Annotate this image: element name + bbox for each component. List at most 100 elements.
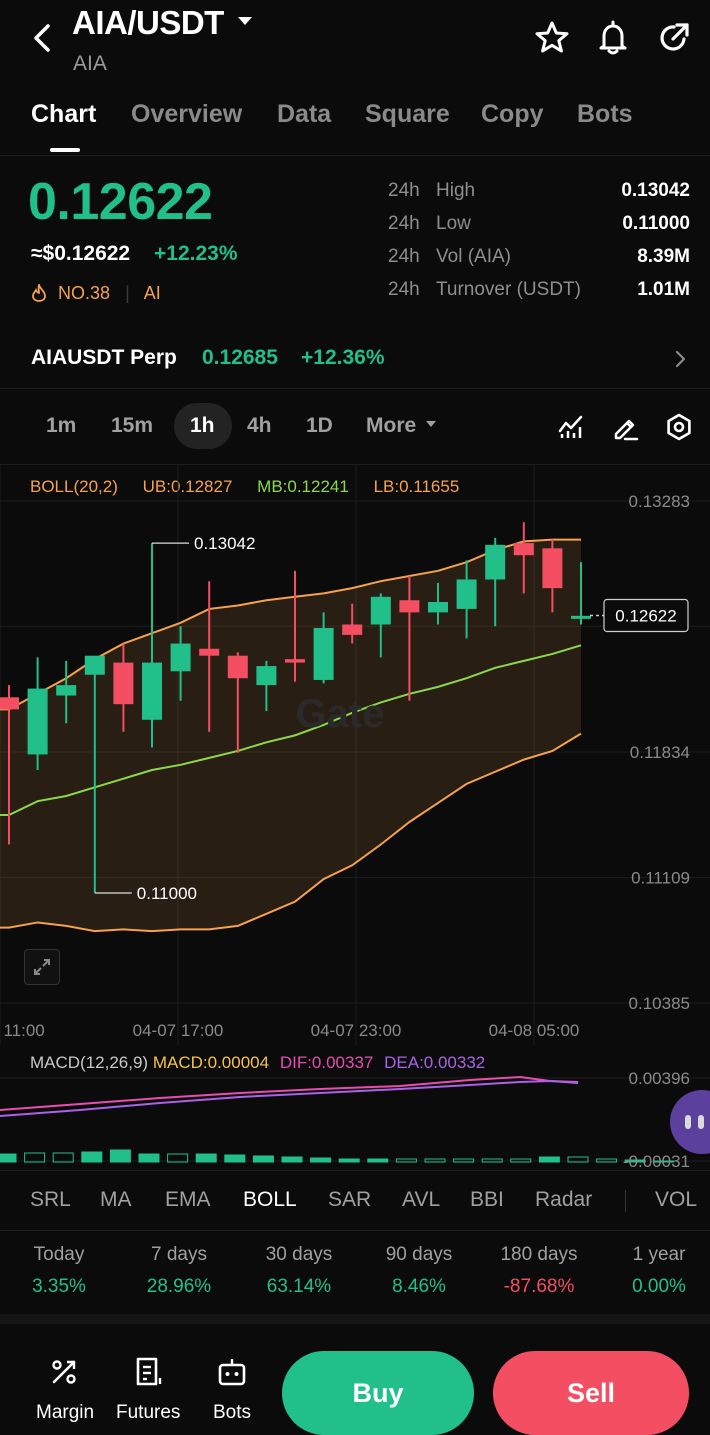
candlestick-chart[interactable]: Gate 0.13283 0.11834 0.11109 0.10385 04-07 1… (0, 465, 710, 1045)
macd-histogram-bar (52, 1152, 74, 1163)
macd-histogram-bar (24, 1152, 46, 1163)
timeframe-1d[interactable]: 1D (306, 414, 333, 437)
indicator-avl[interactable]: AVL (402, 1188, 441, 1211)
candle-body (227, 655, 248, 679)
timeframe-more-label: More (366, 414, 417, 437)
margin-icon (52, 1360, 76, 1384)
fullscreen-button[interactable] (24, 949, 60, 985)
macd-histogram-bar (224, 1154, 246, 1163)
perp-name: AIAUSDT Perp (31, 346, 177, 369)
macd-histogram-bar (281, 1156, 303, 1163)
category-tag[interactable]: AI (143, 283, 161, 303)
macd-histogram-bar (138, 1153, 160, 1163)
candle-body (370, 596, 391, 625)
divider (0, 1170, 710, 1171)
alert-button[interactable] (596, 20, 630, 56)
favorite-button[interactable] (534, 20, 570, 56)
indicator-ma[interactable]: MA (100, 1188, 132, 1211)
tab-overview[interactable]: Overview (131, 100, 243, 128)
tab-square[interactable]: Square (365, 100, 450, 128)
macd-histogram-bar (596, 1158, 618, 1163)
stat-label: High (436, 180, 476, 201)
pair-selector[interactable]: AIA/USDT (72, 4, 253, 42)
tab-copy[interactable]: Copy (481, 100, 544, 128)
timeframe-15m[interactable]: 15m (111, 414, 154, 437)
bots-icon (218, 1359, 246, 1386)
tab-chart[interactable]: Chart (31, 100, 97, 128)
macd-histogram-bar (0, 1153, 17, 1163)
indicator-sar[interactable]: SAR (328, 1188, 372, 1211)
indicator-radar[interactable]: Radar (535, 1188, 593, 1211)
rank-badge: NO.38 (58, 283, 111, 303)
x-axis-label: 04-07 23:00 (311, 1021, 402, 1040)
perf-value: 28.96% (146, 1276, 212, 1297)
macd-chart: 0.00396 -0.00031 (0, 1070, 710, 1170)
stat-row-volume: 24h Vol (AIA) 8.39M (388, 246, 692, 279)
stat-row-high: 24h High 0.13042 (388, 180, 692, 213)
timeframe-1h[interactable]: 1h (190, 414, 215, 437)
macd-histogram-bar (624, 1159, 646, 1163)
current-price-label: 0.12622 (615, 607, 676, 626)
sell-button[interactable]: Sell (493, 1351, 689, 1435)
divider (0, 1230, 710, 1231)
tab-data[interactable]: Data (277, 100, 332, 128)
y-axis-label: 0.11109 (631, 869, 690, 888)
perf-value: 8.46% (392, 1276, 446, 1297)
stat-period: 24h (388, 246, 420, 267)
bell-icon (599, 20, 627, 55)
indicator-ema[interactable]: EMA (165, 1188, 211, 1211)
candle-body (27, 688, 48, 755)
y-axis-label: 0.11834 (630, 743, 690, 762)
boll-middle-line (0, 644, 582, 817)
share-button[interactable] (656, 20, 692, 56)
timeframe-bar: 1m 15m 1h 4h 1D More (0, 403, 710, 449)
dea-value: DEA:0.00332 (384, 1053, 486, 1072)
candle-body (170, 643, 191, 672)
bottom-nav-label: Futures (116, 1402, 181, 1423)
stat-row-low: 24h Low 0.11000 (388, 213, 692, 246)
timeframe-4h[interactable]: 4h (247, 414, 272, 437)
candle-body (56, 685, 77, 696)
bottom-nav-label: Margin (36, 1402, 95, 1423)
timeframe-1m[interactable]: 1m (46, 414, 77, 437)
perf-value: 3.35% (32, 1276, 86, 1297)
macd-histogram-bar (81, 1151, 103, 1163)
candle-body (485, 544, 506, 580)
stat-period: 24h (388, 279, 420, 300)
settings-icon[interactable] (665, 413, 693, 441)
pair-subtitle: AIA (73, 52, 107, 75)
candle-body (285, 659, 305, 663)
bottom-nav-futures[interactable]: Futures (114, 1356, 184, 1426)
indicator-boll[interactable]: BOLL (243, 1188, 297, 1211)
draw-pen-icon[interactable] (611, 413, 639, 441)
perf-value: 0.00% (632, 1276, 686, 1297)
bottom-nav-margin[interactable]: Margin (30, 1356, 100, 1426)
stats-table: 24h High 0.13042 24h Low 0.11000 24h Vol… (388, 180, 692, 312)
timeframe-active-pill (174, 403, 232, 449)
stat-label: Low (436, 213, 471, 234)
boll-band-fill (0, 539, 581, 932)
macd-histogram-bar (424, 1158, 446, 1163)
indicator-icon[interactable] (557, 413, 585, 441)
flame-icon (32, 281, 46, 302)
macd-label: MACD(12,26,9) (30, 1053, 149, 1072)
indicator-srl[interactable]: SRL (30, 1188, 71, 1211)
timeframe-more[interactable]: More (366, 414, 437, 438)
macd-histogram-bar (109, 1149, 131, 1163)
last-price: 0.12622 (28, 173, 213, 231)
current-price-box (603, 598, 689, 633)
indicator-vol[interactable]: VOL (655, 1188, 698, 1211)
indicator-bbi[interactable]: BBI (470, 1188, 504, 1211)
bottom-nav-bots[interactable]: Bots (200, 1356, 264, 1426)
perp-row[interactable]: AIAUSDT Perp 0.12685 +12.36% (0, 330, 710, 388)
candle-body (0, 697, 19, 710)
macd-histogram-bar (367, 1158, 389, 1163)
high-marker-label: 0.13042 (194, 534, 255, 553)
back-button[interactable] (26, 20, 60, 56)
macd-histogram-bar (395, 1158, 417, 1163)
buy-button[interactable]: Buy (282, 1351, 474, 1435)
tab-bots[interactable]: Bots (577, 100, 633, 128)
macd-histogram-bar (167, 1153, 189, 1163)
macd-histogram-bar (338, 1158, 360, 1163)
performance-row: Today 3.35% 7 days 28.96% 30 days 63.14%… (0, 1244, 710, 1304)
